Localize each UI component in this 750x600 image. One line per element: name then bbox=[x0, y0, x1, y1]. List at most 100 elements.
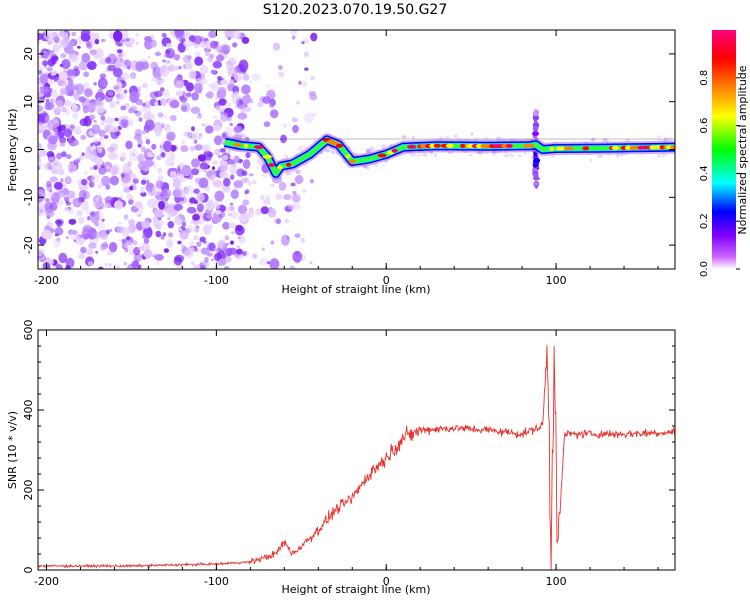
noise-speckle bbox=[38, 247, 44, 257]
noise-speckle bbox=[191, 158, 200, 168]
noise-speckle bbox=[167, 213, 172, 218]
noise-speckle bbox=[205, 214, 212, 219]
noise-speckle bbox=[304, 112, 314, 124]
noise-speckle bbox=[157, 77, 162, 81]
noise-speckle bbox=[84, 171, 88, 175]
noise-speckle bbox=[196, 203, 204, 213]
noise-speckle bbox=[115, 100, 120, 105]
noise-speckle bbox=[137, 86, 142, 89]
noise-speckle bbox=[90, 212, 100, 224]
noise-speckle bbox=[296, 100, 300, 105]
noise-speckle bbox=[154, 101, 159, 107]
x-tick-label: 100 bbox=[546, 575, 567, 588]
noise-speckle bbox=[95, 106, 106, 114]
noise-speckle bbox=[72, 229, 78, 236]
noise-speckle bbox=[120, 152, 127, 161]
noise-speckle bbox=[100, 79, 108, 88]
noise-speckle bbox=[251, 180, 257, 185]
noise-speckle bbox=[128, 199, 134, 205]
noise-speckle bbox=[206, 91, 214, 99]
trace-haze bbox=[660, 153, 665, 158]
noise-speckle bbox=[68, 218, 77, 225]
noise-speckle bbox=[237, 204, 248, 215]
noise-speckle bbox=[116, 93, 120, 98]
x-tick-label: -100 bbox=[204, 274, 229, 287]
noise-speckle bbox=[175, 80, 185, 89]
noise-speckle bbox=[211, 83, 219, 92]
noise-speckle bbox=[193, 188, 200, 194]
noise-speckle bbox=[95, 158, 104, 166]
noise-speckle bbox=[144, 159, 154, 167]
noise-speckle bbox=[193, 264, 201, 269]
noise-speckle bbox=[196, 241, 202, 247]
trace-peak bbox=[670, 145, 675, 150]
noise-speckle bbox=[81, 178, 88, 186]
noise-speckle bbox=[235, 224, 243, 232]
noise-speckle bbox=[48, 126, 53, 130]
noise-speckle bbox=[84, 88, 93, 98]
noise-speckle bbox=[108, 263, 113, 267]
colorbar-gradient bbox=[712, 30, 736, 269]
noise-speckle bbox=[233, 180, 244, 189]
noise-speckle bbox=[265, 195, 271, 200]
noise-speckle bbox=[89, 114, 96, 120]
noise-speckle bbox=[67, 178, 72, 183]
noise-speckle bbox=[292, 203, 301, 211]
noise-speckle bbox=[102, 163, 106, 166]
noise-speckle bbox=[136, 213, 142, 218]
noise-speckle bbox=[128, 107, 135, 114]
noise-speckle bbox=[171, 66, 177, 71]
noise-speckle bbox=[117, 221, 122, 225]
noise-speckle bbox=[190, 261, 195, 266]
trace-haze bbox=[656, 135, 661, 138]
noise-speckle bbox=[189, 197, 197, 204]
trace-haze bbox=[619, 153, 623, 157]
noise-speckle bbox=[100, 243, 109, 250]
spike-mark bbox=[532, 164, 539, 168]
noise-speckle bbox=[123, 261, 128, 266]
noise-speckle bbox=[301, 41, 305, 45]
noise-speckle bbox=[78, 190, 87, 201]
noise-speckle bbox=[185, 30, 191, 36]
noise-speckle bbox=[45, 198, 50, 202]
noise-speckle bbox=[262, 96, 271, 104]
trace-peak bbox=[233, 142, 242, 147]
noise-speckle bbox=[135, 41, 139, 46]
trace-haze bbox=[444, 136, 451, 139]
noise-speckle bbox=[190, 240, 195, 245]
noise-speckle bbox=[147, 55, 151, 60]
noise-speckle bbox=[191, 92, 199, 101]
snr-plot-area bbox=[38, 345, 675, 570]
noise-speckle bbox=[38, 121, 44, 129]
noise-speckle bbox=[122, 64, 127, 70]
noise-speckle bbox=[133, 177, 139, 183]
noise-speckle bbox=[151, 40, 157, 48]
noise-speckle bbox=[93, 138, 99, 144]
snr-x-label: Height of straight line (km) bbox=[281, 583, 430, 596]
trace-haze bbox=[523, 152, 527, 156]
noise-speckle bbox=[61, 82, 67, 87]
noise-speckle bbox=[114, 117, 119, 122]
noise-speckle bbox=[126, 236, 131, 241]
noise-speckle bbox=[214, 190, 225, 202]
noise-speckle bbox=[43, 30, 52, 34]
noise-speckle bbox=[120, 105, 127, 111]
noise-speckle bbox=[97, 183, 104, 189]
noise-speckle bbox=[172, 189, 181, 198]
y-tick-label: 600 bbox=[22, 320, 35, 341]
noise-speckle bbox=[173, 54, 181, 60]
trace-haze bbox=[325, 148, 330, 153]
noise-speckle bbox=[247, 181, 252, 186]
noise-speckle bbox=[236, 245, 241, 249]
noise-speckle bbox=[107, 53, 117, 65]
trace-peak bbox=[659, 145, 666, 150]
noise-speckle bbox=[65, 236, 69, 239]
noise-speckle bbox=[242, 199, 250, 206]
noise-speckle bbox=[72, 112, 79, 119]
trace-haze bbox=[410, 153, 416, 157]
noise-speckle bbox=[100, 121, 104, 126]
noise-speckle bbox=[110, 125, 119, 133]
trace-peak bbox=[611, 145, 620, 150]
noise-speckle bbox=[303, 51, 309, 58]
noise-speckle bbox=[95, 197, 99, 201]
